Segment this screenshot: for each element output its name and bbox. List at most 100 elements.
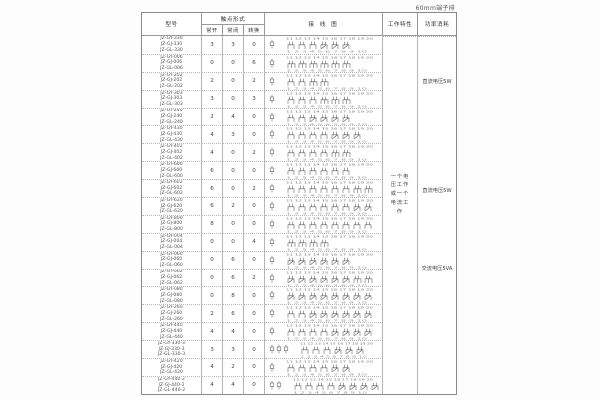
model-line: JZ-GJ-060 [160, 257, 183, 263]
model-line: JZ-GY-800 [160, 215, 183, 221]
model-cell: JZ-GY-800 JZ-GJ-800 JZ-GL-800 [142, 214, 202, 233]
svg-text:11 12 13 14 15 16 17 18 19 20: 11 12 13 14 15 16 17 18 19 20 [286, 180, 374, 184]
changeover-count-cell: 0 [244, 358, 265, 376]
model-line: JZ-GJ-260 [160, 310, 183, 316]
wiring-diagram-cell: 11 12 13 14 15 16 17 18 19 20 1 2 3 4 5 6… [265, 232, 383, 251]
normally-closed-count-cell: 2 [223, 197, 244, 215]
changeover-count-cell: 0 [244, 125, 265, 144]
model-line: JZ-GJ-202 [160, 78, 183, 84]
changeover-count-cell: 0 [244, 161, 265, 180]
model-line: JZ-GY-303 [160, 90, 183, 96]
changeover-count-cell: 2 [244, 71, 265, 90]
changeover-count-cell: 0 [244, 214, 265, 233]
model-line: JZ-GL-800 [160, 227, 183, 233]
model-line: JZ-GY-062 [160, 269, 183, 275]
svg-text:11 12 13 14 15 16 17 18 19 20: 11 12 13 14 15 16 17 18 19 20 [286, 359, 374, 363]
model-line: JZ-GL-260 [160, 316, 183, 322]
changeover-count-cell: 0 [244, 250, 265, 269]
normally-open-count-cell: 2 [202, 304, 223, 323]
power-consumption-cell: 直流电压5W 直流电压5W 交流电压5VA [418, 36, 456, 394]
normally-closed-count-cell: 0 [223, 53, 244, 72]
model-line: JZ-GL-602 [160, 191, 183, 197]
normally-open-count-cell: 4 [202, 358, 223, 376]
svg-text:1 2 3 4 5 6 7 8 9 10: 1 2 3 4 5 6 7 8 9 10 [286, 158, 368, 161]
working-characteristic-line: 一个电 [390, 173, 410, 180]
model-line: JZ-GY-440-2 [158, 376, 185, 382]
svg-text:1 2 3 4 5 6 7 8 9 10: 1 2 3 4 5 6 7 8 9 10 [286, 212, 368, 215]
svg-text:11 12 13 14 15 16 17 18 19 20: 11 12 13 14 15 16 17 18 19 20 [286, 37, 374, 41]
changeover-count-cell: 2 [244, 268, 265, 287]
normally-open-count-cell: 6 [202, 161, 223, 180]
normally-closed-count-cell: 4 [223, 107, 244, 126]
model-cell: JZ-GY-330-3 JZ-GJ-330-3 JZ-GL-330-3 [142, 340, 202, 359]
changeover-count-cell: 2 [244, 143, 265, 162]
wiring-diagram-cell: 11 12 13 14 15 16 17 18 19 20 1 2 3 4 5 6… [265, 36, 383, 54]
wiring-diagram-cell: 11 12 13 14 15 16 17 18 19 20 1 2 3 4 5 6… [265, 197, 383, 215]
model-line: JZ-GY-330 [160, 36, 183, 42]
model-cell: JZ-GY-440 JZ-GJ-440 JZ-GL-440 [142, 322, 202, 341]
wiring-diagram-svg: 11 12 13 14 15 16 17 18 19 20 1 2 3 4 5 6… [269, 216, 374, 233]
svg-text:1 2 3 4 5 6 7 8 9 10: 1 2 3 4 5 6 7 8 9 10 [293, 390, 368, 393]
model-cell: JZ-GY-006 JZ-GJ-006 JZ-GL-006 [142, 53, 202, 72]
wiring-diagram-svg: 11 12 13 14 15 16 17 18 19 20 1 2 3 4 5 6… [269, 377, 379, 394]
svg-text:11 12 13 14 15 16 17 18 19 20: 11 12 13 14 15 16 17 18 19 20 [286, 163, 374, 167]
wiring-diagram-svg: 11 12 13 14 15 16 17 18 19 20 1 2 3 4 5 6… [269, 127, 374, 143]
svg-text:11 12 13 14 15 16 17 18 19 20: 11 12 13 14 15 16 17 18 19 20 [286, 270, 374, 274]
model-line: JZ-GL-303 [160, 101, 183, 107]
normally-closed-count-cell: 6 [223, 268, 244, 287]
wiring-diagram-svg: 11 12 13 14 15 16 17 18 19 20 1 2 3 4 5 6… [269, 163, 374, 179]
svg-text:1 2 3 4 5 6 7 8 9 10: 1 2 3 4 5 6 7 8 9 10 [286, 68, 368, 71]
model-line: JZ-GL-420 [160, 370, 183, 376]
changeover-count-cell: 2 [244, 179, 265, 198]
model-cell: JZ-GY-080 JZ-GJ-080 JZ-GL-080 [142, 286, 202, 305]
normally-closed-count-cell: 8 [223, 286, 244, 305]
svg-text:1 2 3 4 5 6 7 8 9 10: 1 2 3 4 5 6 7 8 9 10 [286, 122, 368, 125]
model-cell: JZ-GY-600 JZ-GJ-600 JZ-GL-600 [142, 161, 202, 180]
normally-open-count-cell: 4 [202, 375, 223, 394]
normally-open-count-cell: 8 [202, 214, 223, 233]
wiring-diagram-svg: 11 12 13 14 15 16 17 18 19 20 1 2 3 4 5 6… [269, 324, 374, 340]
model-line: JZ-GJ-330-3 [158, 346, 185, 352]
model-line: JZ-GL-620 [160, 209, 183, 215]
normally-open-count-cell: 0 [202, 232, 223, 251]
wiring-diagram-cell: 11 12 13 14 15 16 17 18 19 20 1 2 3 4 5 6… [265, 53, 383, 72]
changeover-count-cell: 0 [244, 36, 265, 54]
changeover-count-cell: 3 [244, 89, 265, 108]
normally-closed-count-cell: 0 [223, 89, 244, 108]
model-line: JZ-GJ-440 [160, 328, 183, 334]
normally-closed-count-cell: 3 [223, 340, 244, 359]
model-line: JZ-GY-330-3 [158, 340, 185, 346]
model-cell: JZ-GY-440-2 JZ-GJ-440-2 JZ-GL-440-2 [142, 375, 202, 394]
normally-closed-count-cell: 0 [223, 214, 244, 233]
model-line: JZ-GJ-440-2 [158, 382, 185, 388]
svg-text:11 12 13 14 15 16 17 18 19 20: 11 12 13 14 15 16 17 18 19 20 [300, 341, 374, 345]
model-line: JZ-GJ-600 [160, 167, 183, 173]
header-model: 型号 [142, 13, 202, 36]
normally-open-count-cell: 3 [202, 36, 223, 54]
normally-closed-count-cell: 6 [223, 304, 244, 323]
model-line: JZ-GY-440 [160, 323, 183, 329]
model-line: JZ-GY-080 [160, 287, 183, 293]
wiring-diagram-svg: 11 12 13 14 15 16 17 18 19 20 1 2 3 4 5 6… [269, 109, 374, 125]
model-line: JZ-GL-600 [160, 173, 183, 179]
changeover-count-cell: 0 [244, 340, 265, 359]
model-line: JZ-GY-260 [160, 305, 183, 311]
svg-text:1 2 3 4 5 6 7 8 9 10: 1 2 3 4 5 6 7 8 9 10 [286, 50, 368, 53]
normally-closed-count-cell: 0 [223, 232, 244, 251]
svg-text:11 12 13 14 15 16 17 18 19 20: 11 12 13 14 15 16 17 18 19 20 [286, 55, 374, 59]
svg-text:11 12 13 14 15 16 17 18 19 20: 11 12 13 14 15 16 17 18 19 20 [286, 324, 374, 328]
power-note: 交流电压5VA [421, 266, 453, 273]
wiring-diagram-svg: 11 12 13 14 15 16 17 18 19 20 1 2 3 4 5 6… [269, 55, 374, 72]
svg-text:11 12 13 14 15 16 17 18 19 20: 11 12 13 14 15 16 17 18 19 20 [286, 73, 374, 77]
model-line: JZ-GJ-080 [160, 293, 183, 299]
model-line: JZ-GY-060 [160, 251, 183, 257]
normally-closed-count-cell: 0 [223, 71, 244, 90]
model-line: JZ-GJ-303 [160, 96, 183, 102]
model-cell: JZ-GY-062 JZ-GJ-062 JZ-GL-062 [142, 268, 202, 287]
normally-open-count-cell: 6 [202, 179, 223, 198]
wiring-diagram-svg: 11 12 13 14 15 16 17 18 19 20 1 2 3 4 5 6… [269, 37, 374, 53]
normally-closed-count-cell: 0 [223, 179, 244, 198]
wiring-diagram-svg: 11 12 13 14 15 16 17 18 19 20 1 2 3 4 5 6… [269, 73, 374, 90]
svg-text:11 12 13 14 15 16 17 18 19 20: 11 12 13 14 15 16 17 18 19 20 [286, 306, 374, 310]
